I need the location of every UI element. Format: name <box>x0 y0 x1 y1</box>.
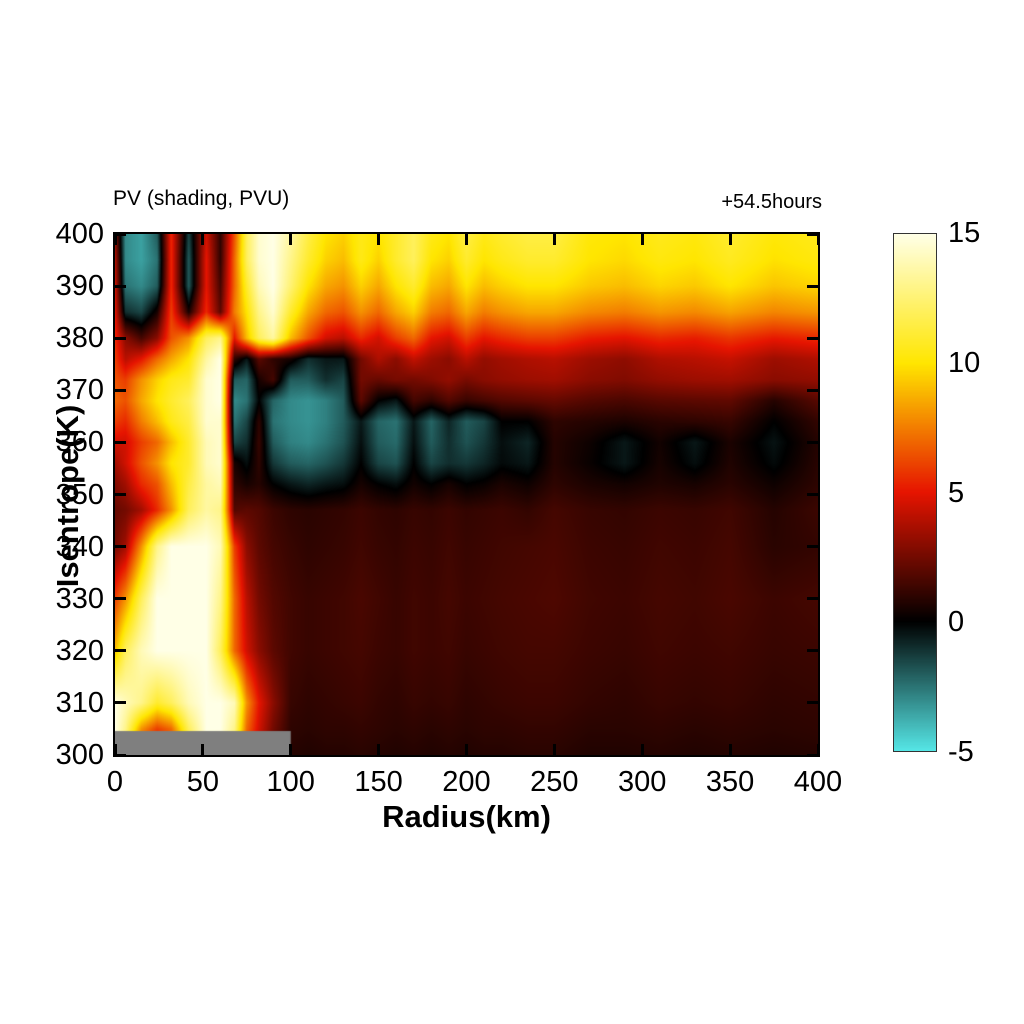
y-tick-mark <box>807 649 818 653</box>
y-tick-label: 310 <box>55 686 104 719</box>
y-tick-mark <box>115 701 126 705</box>
colorbar-tick-label: 5 <box>948 476 965 509</box>
y-tick-label: 390 <box>55 270 104 303</box>
time-annotation: +54.5hours <box>721 191 822 213</box>
x-tick-mark <box>289 234 293 245</box>
colorbar-canvas <box>894 234 936 751</box>
x-tick-mark <box>377 234 381 245</box>
y-tick-mark <box>115 753 126 757</box>
y-tick-mark <box>807 232 818 236</box>
y-tick-label: 400 <box>55 218 104 250</box>
x-tick-mark <box>728 234 732 245</box>
x-tick-label: 300 <box>618 766 667 798</box>
x-tick-mark <box>465 744 468 755</box>
x-tick-mark <box>465 234 468 245</box>
y-tick-label: 320 <box>55 634 104 667</box>
y-tick-label: 330 <box>55 582 104 615</box>
y-tick-mark <box>807 336 818 340</box>
colorbar-tick-label: 0 <box>948 606 965 639</box>
x-tick-mark <box>201 744 205 755</box>
colorbar-tick-label: -5 <box>948 736 974 768</box>
x-tick-mark <box>289 744 293 755</box>
x-tick-mark <box>201 234 205 245</box>
x-tick-mark <box>728 744 732 755</box>
y-tick-label: 340 <box>55 530 104 563</box>
x-tick-label: 250 <box>530 766 579 798</box>
x-axis-label: Radius(km) <box>382 799 551 834</box>
y-tick-mark <box>807 388 818 392</box>
x-tick-label: 150 <box>354 766 403 798</box>
y-tick-label: 360 <box>55 426 104 459</box>
plot-title: PV (shading, PVU) <box>113 187 290 210</box>
y-tick-mark <box>807 701 818 705</box>
y-tick-mark <box>115 232 126 236</box>
x-tick-mark <box>640 234 644 245</box>
y-tick-mark <box>115 649 126 653</box>
colorbar-tick-label: 15 <box>948 217 981 249</box>
x-tick-mark <box>113 234 117 245</box>
x-tick-mark <box>113 744 117 755</box>
y-tick-label: 370 <box>55 374 104 407</box>
colorbar-tick-label: 10 <box>948 346 981 379</box>
y-tick-mark <box>807 753 818 757</box>
y-tick-mark <box>115 545 126 549</box>
x-tick-mark <box>552 744 556 755</box>
x-tick-label: 50 <box>186 766 219 798</box>
y-tick-mark <box>115 597 126 601</box>
colorbar <box>893 233 937 752</box>
y-tick-label: 300 <box>55 739 104 771</box>
x-tick-label: 100 <box>266 766 315 798</box>
x-tick-mark <box>552 234 556 245</box>
y-tick-mark <box>115 336 126 340</box>
x-tick-mark <box>377 744 381 755</box>
plot-area <box>113 232 820 757</box>
y-axis-label: Isentrope(K) <box>50 404 85 588</box>
x-tick-mark <box>640 744 644 755</box>
y-tick-label: 380 <box>55 322 104 355</box>
x-tick-label: 200 <box>442 766 491 798</box>
y-tick-mark <box>807 284 818 288</box>
y-tick-mark <box>115 493 126 496</box>
y-tick-mark <box>807 545 818 549</box>
y-tick-mark <box>807 493 818 496</box>
y-tick-mark <box>807 597 818 601</box>
x-tick-mark <box>816 234 820 245</box>
y-tick-mark <box>807 440 818 444</box>
y-tick-mark <box>115 284 126 288</box>
y-tick-mark <box>115 440 126 444</box>
y-tick-mark <box>115 388 126 392</box>
x-tick-label: 400 <box>793 766 843 798</box>
y-tick-label: 350 <box>55 478 104 511</box>
x-tick-label: 0 <box>106 766 124 798</box>
heatmap-canvas <box>115 234 818 755</box>
x-tick-mark <box>816 744 820 755</box>
x-tick-label: 350 <box>705 766 755 798</box>
